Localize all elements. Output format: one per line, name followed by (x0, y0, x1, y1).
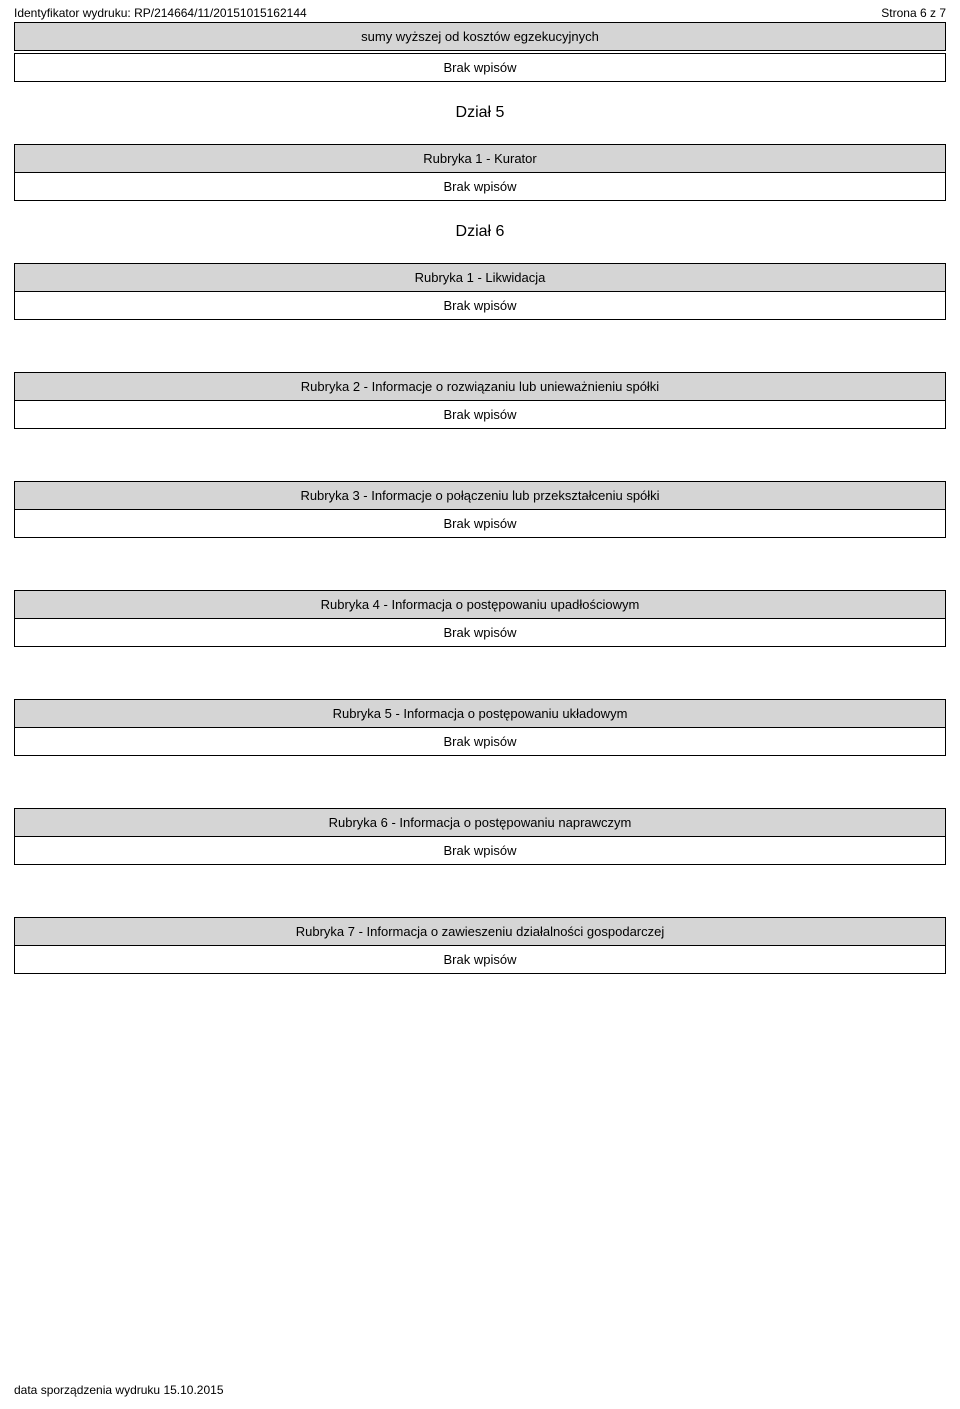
page-content: sumy wyższej od kosztów egzekucyjnych Br… (0, 22, 960, 974)
page-number: Strona 6 z 7 (881, 6, 946, 20)
rubryka-body: Brak wpisów (15, 945, 945, 973)
rubryka-title: Rubryka 5 - Informacja o postępowaniu uk… (15, 700, 945, 727)
rubryka-box: Rubryka 6 - Informacja o postępowaniu na… (14, 808, 946, 865)
rubryka-body: Brak wpisów (15, 618, 945, 646)
rubryka-title: Rubryka 7 - Informacja o zawieszeniu dzi… (15, 918, 945, 945)
rubryka-box: Rubryka 1 - Likwidacja Brak wpisów (14, 263, 946, 320)
rubryka-title: Rubryka 3 - Informacje o połączeniu lub … (15, 482, 945, 509)
dzial6-rubryka1: Rubryka 1 - Likwidacja Brak wpisów (14, 263, 946, 320)
page-footer: data sporządzenia wydruku 15.10.2015 (14, 1383, 224, 1397)
rubryka-box: Rubryka 2 - Informacje o rozwiązaniu lub… (14, 372, 946, 429)
rubryka-box: Rubryka 1 - Kurator Brak wpisów (14, 144, 946, 201)
dzial6-rubryka6: Rubryka 6 - Informacja o postępowaniu na… (14, 808, 946, 865)
rubryka-title: Rubryka 2 - Informacje o rozwiązaniu lub… (15, 373, 945, 400)
rubryka-body: Brak wpisów (15, 509, 945, 537)
rubryka-title: Rubryka 1 - Likwidacja (15, 264, 945, 291)
rubryka-box: Rubryka 7 - Informacja o zawieszeniu dzi… (14, 917, 946, 974)
rubryka-box: Rubryka 5 - Informacja o postępowaniu uk… (14, 699, 946, 756)
footer-date-value: 15.10.2015 (163, 1383, 223, 1397)
dzial6-rubryka2: Rubryka 2 - Informacje o rozwiązaniu lub… (14, 372, 946, 429)
dzial6-heading: Dział 6 (14, 223, 946, 241)
dzial5-heading: Dział 5 (14, 104, 946, 122)
rubryka-body: Brak wpisów (15, 400, 945, 428)
dzial5-rubryka1: Rubryka 1 - Kurator Brak wpisów (14, 144, 946, 201)
rubryka-box: Rubryka 3 - Informacje o połączeniu lub … (14, 481, 946, 538)
identifier-label: Identyfikator wydruku: (14, 6, 131, 20)
identifier: Identyfikator wydruku: RP/214664/11/2015… (14, 6, 307, 20)
rubryka-body: Brak wpisów (15, 291, 945, 319)
top-section-group: sumy wyższej od kosztów egzekucyjnych Br… (14, 22, 946, 82)
dzial6-rubryka4: Rubryka 4 - Informacja o postępowaniu up… (14, 590, 946, 647)
rubryka-box: Rubryka 4 - Informacja o postępowaniu up… (14, 590, 946, 647)
dzial6-rubryka3: Rubryka 3 - Informacje o połączeniu lub … (14, 481, 946, 538)
top-section-body-box: Brak wpisów (14, 53, 946, 82)
top-section-body: Brak wpisów (15, 54, 945, 81)
dzial6-rubryka5: Rubryka 5 - Informacja o postępowaniu uk… (14, 699, 946, 756)
rubryka-body: Brak wpisów (15, 172, 945, 200)
rubryka-body: Brak wpisów (15, 836, 945, 864)
rubryka-body: Brak wpisów (15, 727, 945, 755)
rubryka-title: Rubryka 4 - Informacja o postępowaniu up… (15, 591, 945, 618)
rubryka-title: Rubryka 1 - Kurator (15, 145, 945, 172)
footer-date-label: data sporządzenia wydruku (14, 1383, 160, 1397)
rubryka-title: Rubryka 6 - Informacja o postępowaniu na… (15, 809, 945, 836)
dzial6-rubryka7: Rubryka 7 - Informacja o zawieszeniu dzi… (14, 917, 946, 974)
identifier-value: RP/214664/11/20151015162144 (134, 6, 307, 20)
top-section-title: sumy wyższej od kosztów egzekucyjnych (14, 22, 946, 51)
page-header: Identyfikator wydruku: RP/214664/11/2015… (0, 0, 960, 22)
